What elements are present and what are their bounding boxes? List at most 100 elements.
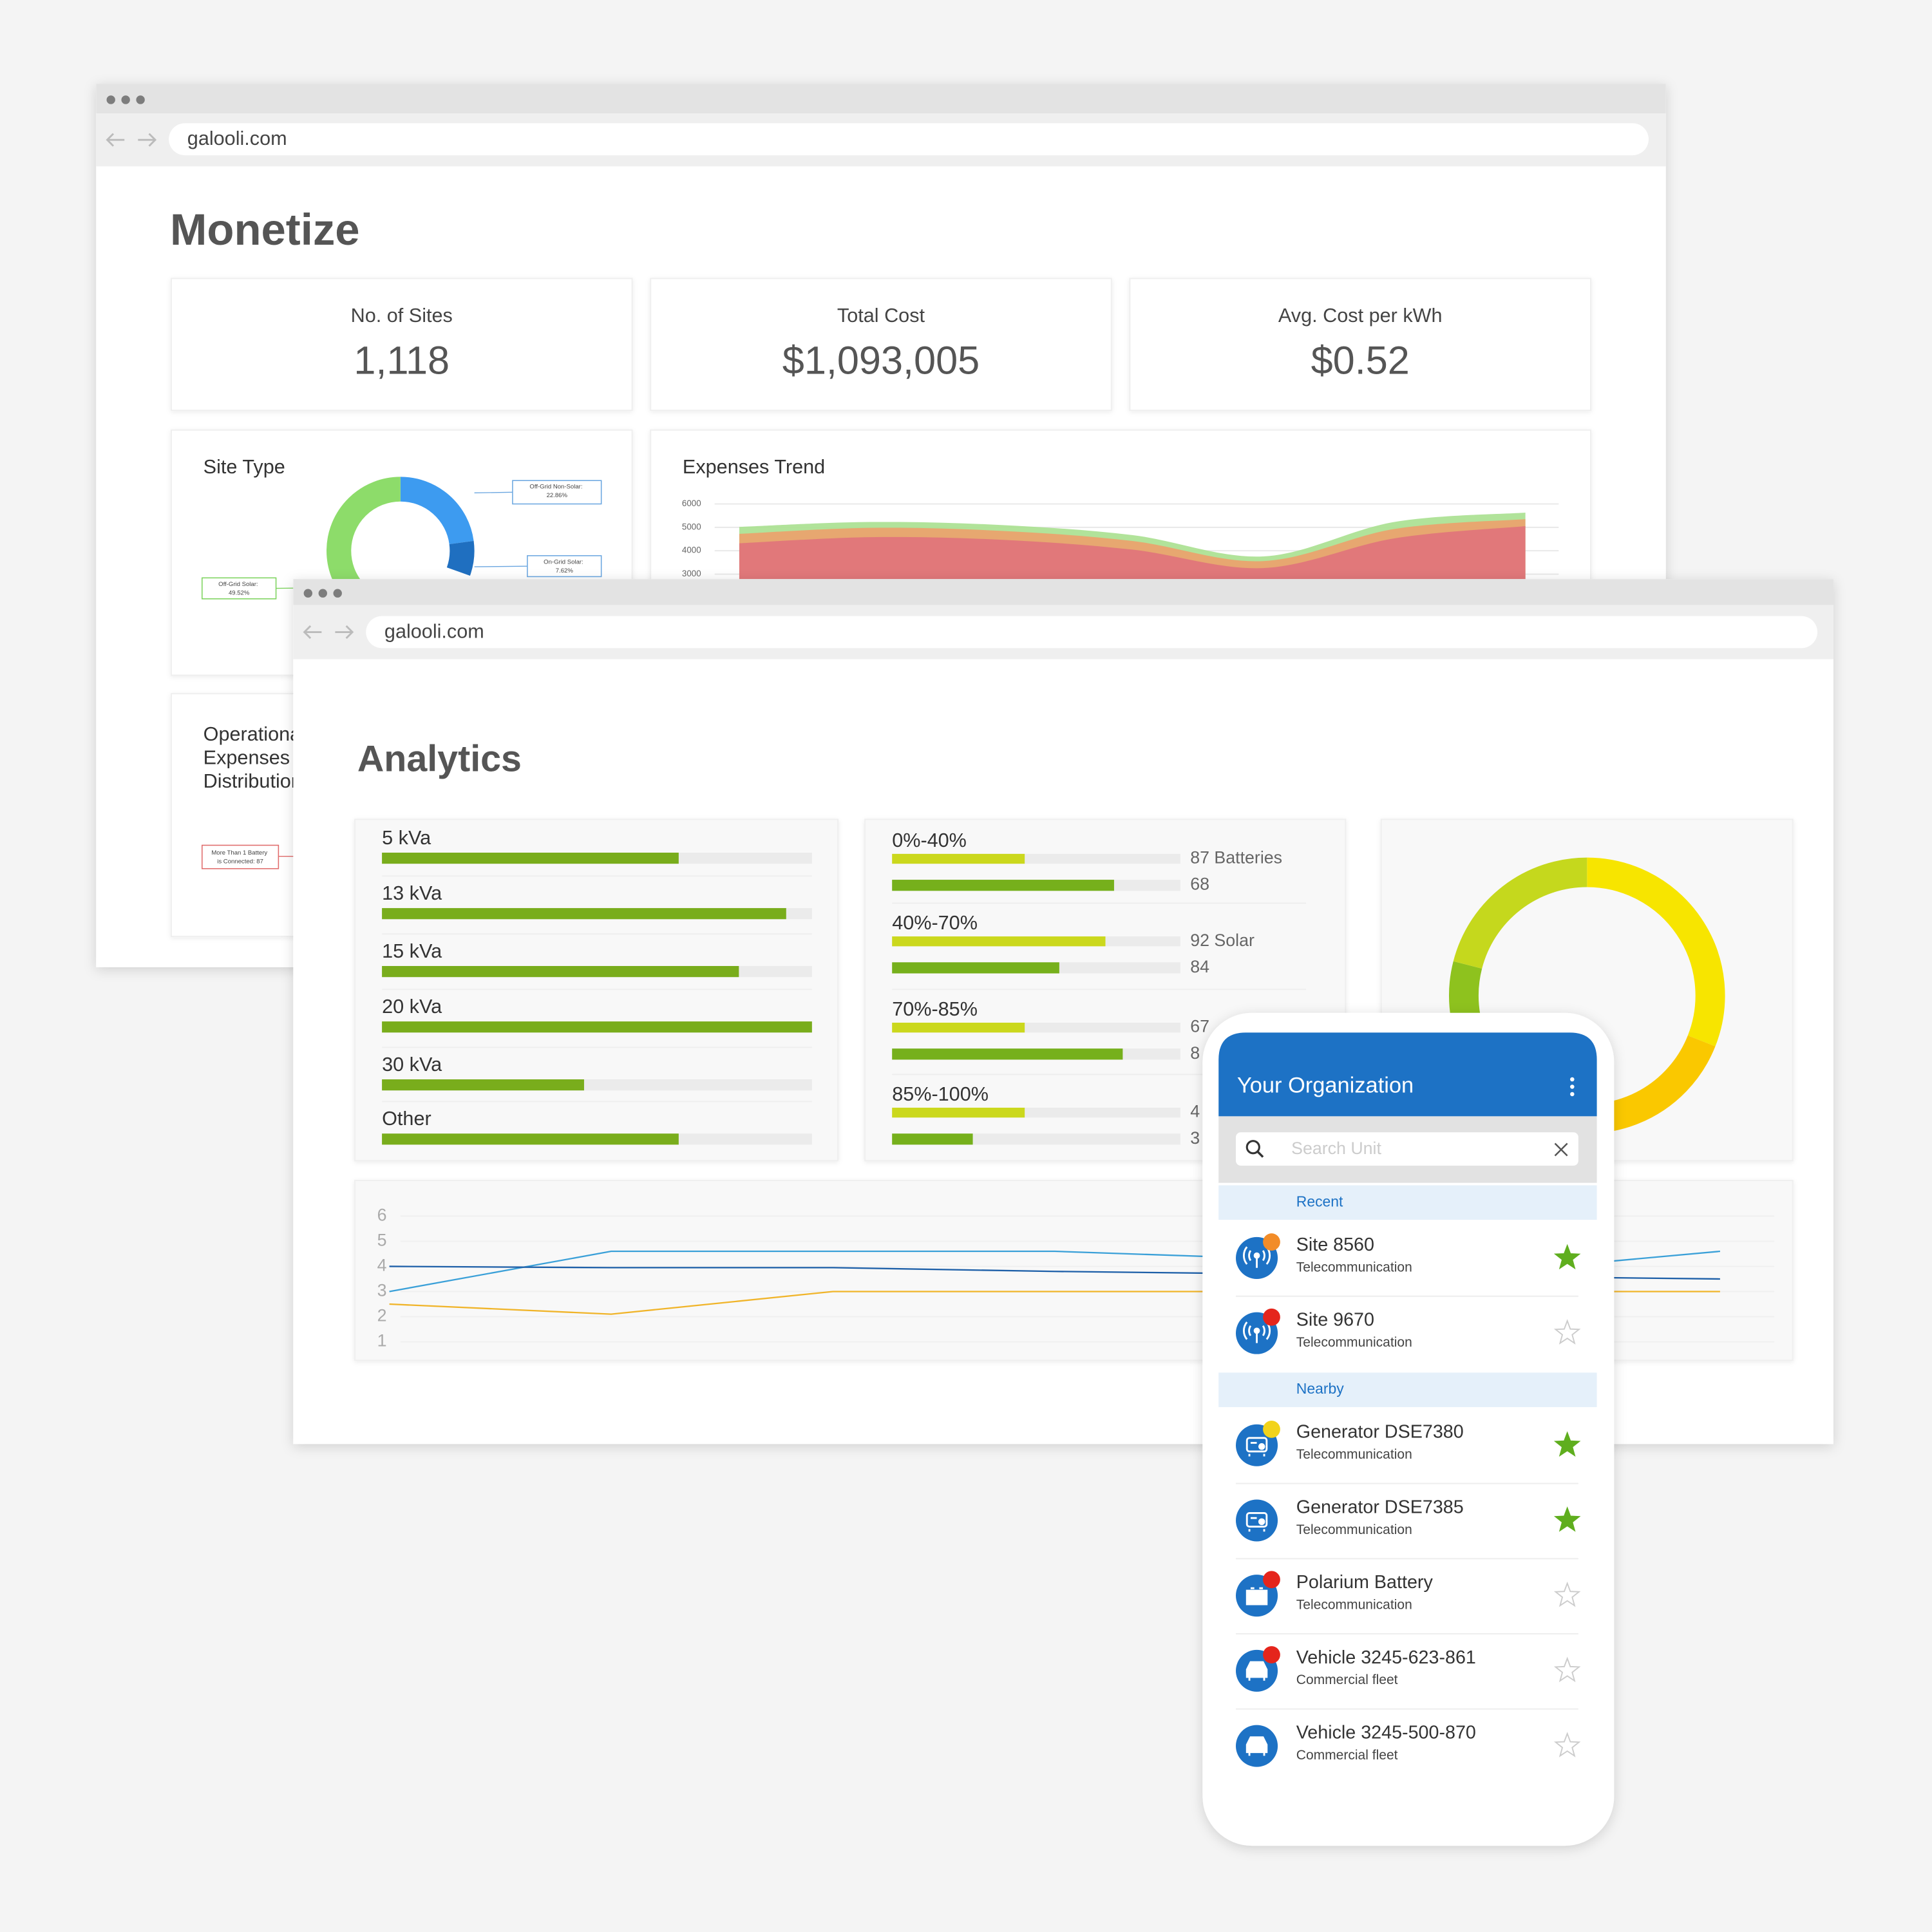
label: Off-Grid Solar: 49.52% <box>218 580 260 596</box>
donut-segment <box>400 477 474 545</box>
url-text: galooli.com <box>187 128 287 149</box>
bar-value-label: 3 <box>1190 1128 1200 1148</box>
phone <box>1202 1012 1615 1846</box>
card <box>650 278 1112 412</box>
y-tick-label: 1 <box>377 1331 387 1350</box>
unit-name: Site 9670 <box>1296 1310 1374 1331</box>
status-dot <box>1263 1233 1280 1251</box>
menu-dot <box>1570 1092 1575 1097</box>
bar-value-label: 4 <box>1190 1102 1200 1121</box>
glyph-part <box>1242 1246 1271 1268</box>
bar-label: 13 kVa <box>382 882 442 904</box>
donut-segment <box>1453 857 1587 969</box>
unit-icon-glyph <box>1245 1437 1268 1457</box>
unit-name: Vehicle 3245-500-870 <box>1296 1723 1476 1743</box>
favorite-star[interactable] <box>1553 1431 1581 1457</box>
search-input[interactable] <box>1236 1132 1578 1166</box>
unit-icon-glyph <box>1245 1587 1268 1605</box>
kpi-value: $0.52 <box>1311 339 1410 383</box>
favorite-star[interactable] <box>1553 1244 1581 1270</box>
bar-value-label: 68 <box>1190 875 1209 894</box>
forward-arrow[interactable] <box>138 133 157 147</box>
unit-type: Telecommunication <box>1296 1260 1412 1274</box>
section-header <box>1218 1372 1597 1407</box>
search-placeholder: Search Unit <box>1291 1139 1381 1158</box>
donut-segment <box>1586 857 1725 1046</box>
bar <box>382 1021 812 1033</box>
search-icon <box>1245 1140 1260 1155</box>
y-tick-label: 5 <box>377 1231 387 1250</box>
glyph-part <box>1258 1518 1265 1526</box>
y-tick-label: 3000 <box>682 569 701 578</box>
card-title: Expenses Trend <box>683 456 825 478</box>
app-header <box>1218 1032 1597 1117</box>
unit-name: Vehicle 3245-623-861 <box>1296 1647 1476 1668</box>
unit-type: Commercial fleet <box>1296 1748 1398 1763</box>
glyph-part <box>1248 1676 1265 1681</box>
favorite-star[interactable] <box>1553 1732 1581 1757</box>
url-field[interactable] <box>169 123 1649 156</box>
menu-dot <box>1570 1084 1575 1089</box>
bar <box>892 962 1059 974</box>
bar <box>382 1133 679 1145</box>
window-dot <box>318 589 327 598</box>
unit-type: Telecommunication <box>1296 1335 1412 1350</box>
card-title: Site Type <box>204 456 285 478</box>
bar <box>892 936 1106 947</box>
label: Operational Expenses Distribution <box>204 723 311 792</box>
favorite-star[interactable] <box>1553 1581 1581 1607</box>
bar-value-label: 92 Solar <box>1190 931 1255 950</box>
bar <box>892 1048 1123 1060</box>
unit-type: Telecommunication <box>1296 1598 1412 1613</box>
window-dot <box>121 95 130 104</box>
donut-segment <box>446 540 475 576</box>
favorite-star[interactable] <box>1553 1506 1581 1532</box>
callout-box <box>202 577 277 600</box>
glyph-part <box>1248 1441 1265 1457</box>
favorite-star[interactable] <box>1553 1656 1581 1683</box>
bar-value-label: 8 <box>1190 1043 1200 1063</box>
unit-icon <box>1236 1499 1278 1542</box>
app-title: Your Organization <box>1237 1074 1414 1098</box>
search-icon <box>1257 1151 1264 1158</box>
glyph-part <box>1245 1512 1268 1528</box>
y-tick-label: 5000 <box>682 522 701 531</box>
back-arrow[interactable] <box>106 133 125 147</box>
forward-arrow[interactable] <box>335 625 354 639</box>
glyph-part <box>1253 1327 1260 1334</box>
status-dot <box>1263 1420 1280 1438</box>
leader-line <box>474 491 513 493</box>
bar-value-label: 67 <box>1190 1017 1209 1036</box>
kpi-label: No. of Sites <box>351 305 453 327</box>
callout-box <box>512 480 602 505</box>
menu-dot <box>1570 1077 1575 1082</box>
section-title: Recent <box>1296 1193 1343 1209</box>
clear-icon[interactable] <box>1554 1142 1568 1157</box>
unit-type: Telecommunication <box>1296 1522 1412 1537</box>
bar <box>382 908 786 920</box>
bar <box>892 1108 1025 1118</box>
card <box>1129 278 1591 412</box>
unit-name: Site 8560 <box>1296 1235 1374 1255</box>
window-dot <box>303 589 313 598</box>
unit-icon-glyph <box>1242 1246 1271 1268</box>
y-tick-label: 2 <box>377 1306 387 1325</box>
bar-value-label: 87 Batteries <box>1190 848 1282 867</box>
label: On-Grid Solar: 7.62% <box>544 558 585 574</box>
bar <box>382 966 739 978</box>
title-bar <box>293 579 1833 605</box>
section-title: Nearby <box>1296 1380 1344 1397</box>
unit-icon-glyph <box>1245 1736 1268 1756</box>
favorite-star[interactable] <box>1553 1319 1581 1345</box>
unit-type: Commercial fleet <box>1296 1672 1398 1687</box>
back-arrow[interactable] <box>303 625 322 639</box>
bar-label: 0%-40% <box>892 829 967 851</box>
unit-icon-glyph <box>1242 1321 1271 1343</box>
url-field[interactable] <box>366 616 1818 649</box>
bar-label: Other <box>382 1108 431 1130</box>
bar <box>892 1133 973 1145</box>
bar-label: 85%-100% <box>892 1083 989 1105</box>
bar-label: 15 kVa <box>382 940 442 962</box>
callout-box <box>527 555 602 578</box>
